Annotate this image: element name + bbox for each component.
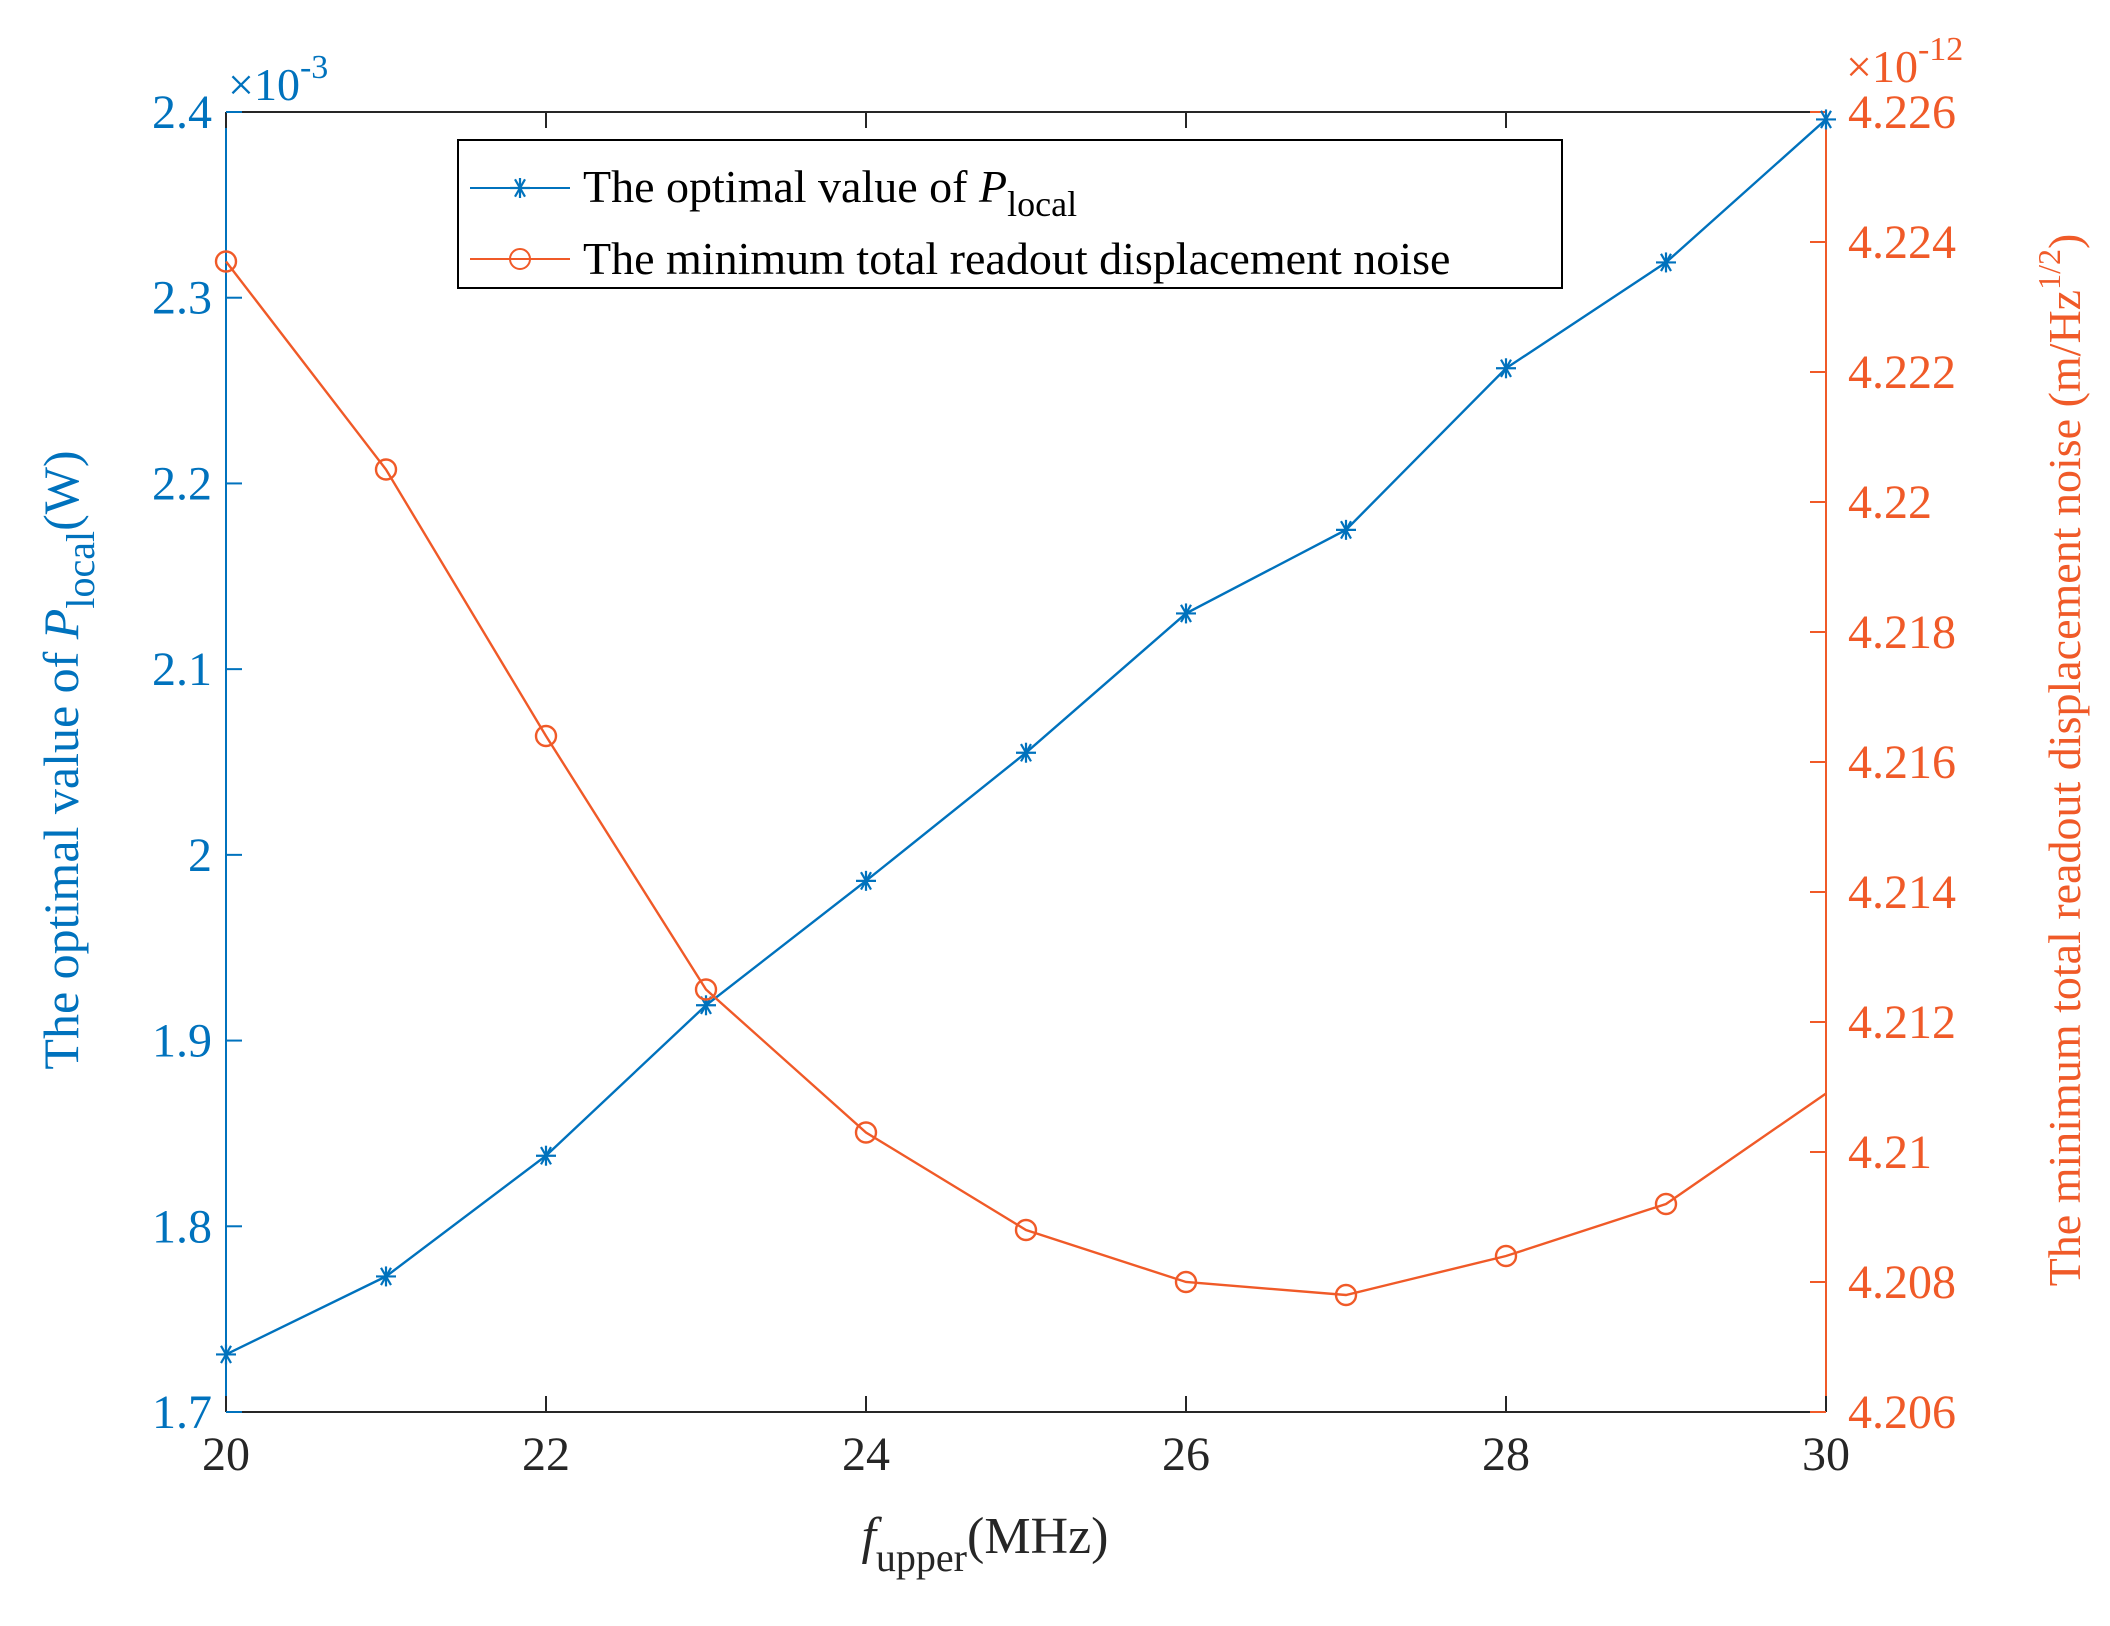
legend-left-main: The optimal value of: [583, 161, 979, 212]
right-y-axis: 4.206 4.208 4.21 4.212 4.214 4.216 4.218 4.22 4.…: [1810, 86, 1956, 1439]
right-y-tick-label: 4.21: [1848, 1126, 1932, 1179]
series-line-noise: [225, 260, 1827, 1297]
left-y-tick-label: 2.1: [152, 643, 212, 696]
left-label-unit: (W): [33, 450, 89, 531]
data-point-p-local: [1336, 519, 1356, 540]
left-exponent-power: -3: [300, 49, 328, 86]
right-y-tick-label: 4.216: [1848, 736, 1956, 789]
left-y-tick-label: 2: [188, 829, 212, 882]
legend: The optimal value of Plocal The minimum …: [457, 139, 1563, 289]
left-y-tick-label: 1.8: [152, 1200, 212, 1253]
data-point-noise: [854, 1121, 878, 1144]
right-y-axis-label: The minimum total readout displacement n…: [2031, 234, 2090, 1287]
right-y-tick-label: 4.208: [1848, 1256, 1956, 1309]
right-y-tick-label: 4.206: [1848, 1386, 1956, 1439]
data-point-noise: [1174, 1270, 1198, 1294]
x-tick-label: 26: [1162, 1428, 1210, 1481]
right-y-tick-label: 4.222: [1848, 346, 1956, 399]
data-point-p-local: [216, 1344, 236, 1365]
right-y-tick-label: 4.226: [1848, 86, 1956, 139]
series-layer: [214, 109, 1836, 1365]
legend-asterisk: [510, 178, 530, 198]
data-point-p-local: [1816, 109, 1836, 130]
data-point-noise: [1014, 1218, 1038, 1242]
left-label-sub: local: [58, 531, 103, 609]
right-y-tick-label: 4.22: [1848, 476, 1932, 529]
data-point-noise: [694, 978, 718, 1001]
x-tick-label: 22: [522, 1428, 570, 1481]
data-point-noise: [1654, 1192, 1678, 1216]
data-point-noise: [534, 724, 558, 748]
data-point-noise: [1494, 1244, 1518, 1268]
data-point-p-local: [1176, 603, 1196, 624]
data-point-p-local: [856, 870, 876, 891]
x-axis: 20 22 24 26 28 30: [202, 112, 1850, 1481]
left-y-tick-label: 1.9: [152, 1015, 212, 1068]
right-label-end: ): [2039, 234, 2090, 249]
left-y-tick-label: 2.4: [152, 86, 212, 139]
data-point-p-local: [376, 1266, 396, 1287]
data-point-p-local: [1656, 252, 1676, 273]
right-y-tick-label: 4.212: [1848, 996, 1956, 1049]
left-y-tick-label: 2.3: [152, 272, 212, 325]
right-y-tick-label: 4.218: [1848, 606, 1956, 659]
legend-marker-asterisk: [510, 178, 530, 198]
x-tick-label: 20: [202, 1428, 250, 1481]
right-label-main: The minimum total readout displacement n…: [2039, 290, 2090, 1286]
data-point-p-local: [1496, 358, 1516, 379]
right-y-tick-label: 4.214: [1848, 866, 1956, 919]
left-axis-exponent: ×10-3: [228, 49, 328, 110]
x-tick-label: 28: [1482, 1428, 1530, 1481]
left-y-axis: 1.7 1.8 1.9 2 2.1 2.2 2.3 2.4: [152, 86, 242, 1439]
right-exponent-prefix: ×10: [1846, 41, 1918, 92]
data-point-p-local: [536, 1145, 556, 1166]
left-label-var: P: [33, 609, 89, 641]
legend-label-left-series: The optimal value of Plocal: [583, 161, 1077, 224]
left-label-main: The optimal value of: [33, 639, 89, 1069]
data-point-noise: [214, 250, 238, 273]
right-exponent-power: -12: [1918, 31, 1963, 68]
data-point-noise: [374, 458, 398, 481]
legend-box: [457, 139, 1563, 289]
legend-left-var: P: [978, 161, 1007, 212]
x-axis-label-sub: upper: [876, 1535, 967, 1580]
legend-left-sub: local: [1007, 184, 1077, 224]
data-point-p-local: [1016, 742, 1036, 763]
legend-marker-circle: [509, 248, 531, 270]
x-tick-label: 24: [842, 1428, 890, 1481]
legend-right-main: The minimum total readout displacement n…: [583, 233, 1450, 284]
right-label-sup: 1/2: [2031, 249, 2067, 290]
left-y-tick-label: 1.7: [152, 1386, 212, 1439]
left-exponent-prefix: ×10: [228, 59, 300, 110]
legend-label-right-series: The minimum total readout displacement n…: [583, 233, 1450, 284]
data-point-noise: [1334, 1283, 1358, 1307]
left-y-tick-label: 2.2: [152, 457, 212, 510]
x-tick-label: 30: [1802, 1428, 1850, 1481]
left-y-axis-label: The optimal value of Plocal(W): [33, 450, 103, 1069]
right-axis-exponent: ×10-12: [1846, 31, 1963, 92]
right-y-tick-label: 4.224: [1848, 216, 1956, 269]
x-axis-label-unit: (MHz): [967, 1508, 1109, 1565]
